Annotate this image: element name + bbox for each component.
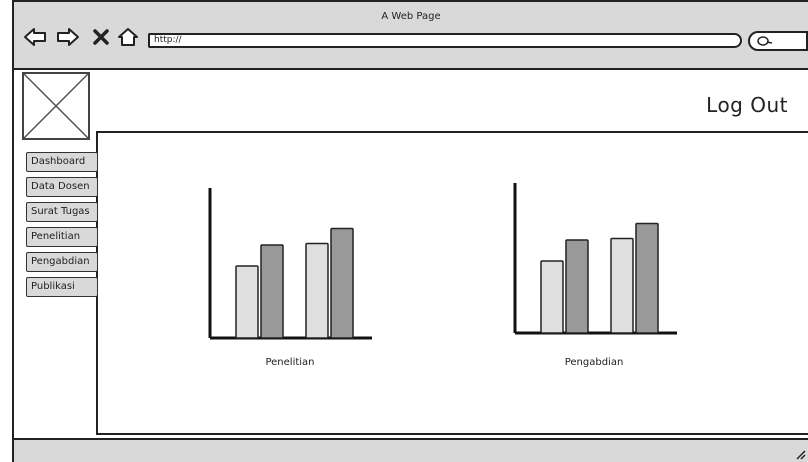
penelitian-chart [208, 188, 372, 340]
sidebar-item-data-dosen[interactable]: Data Dosen [26, 177, 98, 197]
logout-link[interactable]: Log Out [706, 93, 788, 117]
bar [610, 237, 634, 334]
sidebar-item-penelitian[interactable]: Penelitian [26, 227, 98, 247]
bar [565, 239, 589, 334]
back-icon[interactable] [22, 24, 48, 50]
bar [635, 222, 659, 334]
logo-image [22, 72, 90, 140]
sidebar-item-pengabdian[interactable]: Pengabdian [26, 252, 98, 272]
penelitian-chart-label: Penelitian [265, 357, 315, 368]
bar [540, 260, 564, 334]
forward-icon[interactable] [55, 24, 81, 50]
home-icon[interactable] [116, 24, 140, 50]
pengabdian-chart [513, 183, 677, 335]
sidebar-item-dashboard[interactable]: Dashboard [26, 152, 98, 172]
status-bar [12, 438, 808, 462]
search-field[interactable] [748, 31, 808, 51]
url-input[interactable]: http:// [148, 33, 742, 48]
search-icon [757, 36, 773, 46]
bar [235, 265, 259, 339]
close-icon[interactable] [92, 24, 110, 50]
sidebar-item-publikasi[interactable]: Publikasi [26, 277, 98, 297]
bar [305, 242, 329, 339]
window-title: A Web Page [381, 11, 441, 22]
bar [260, 244, 284, 339]
pengabdian-chart-label: Pengabdian [564, 357, 624, 368]
sidebar-item-surat-tugas[interactable]: Surat Tugas [26, 202, 98, 222]
bar [330, 227, 354, 339]
sidebar: Dashboard Data Dosen Surat Tugas Penelit… [26, 152, 98, 302]
resize-grip-icon[interactable] [794, 448, 806, 460]
